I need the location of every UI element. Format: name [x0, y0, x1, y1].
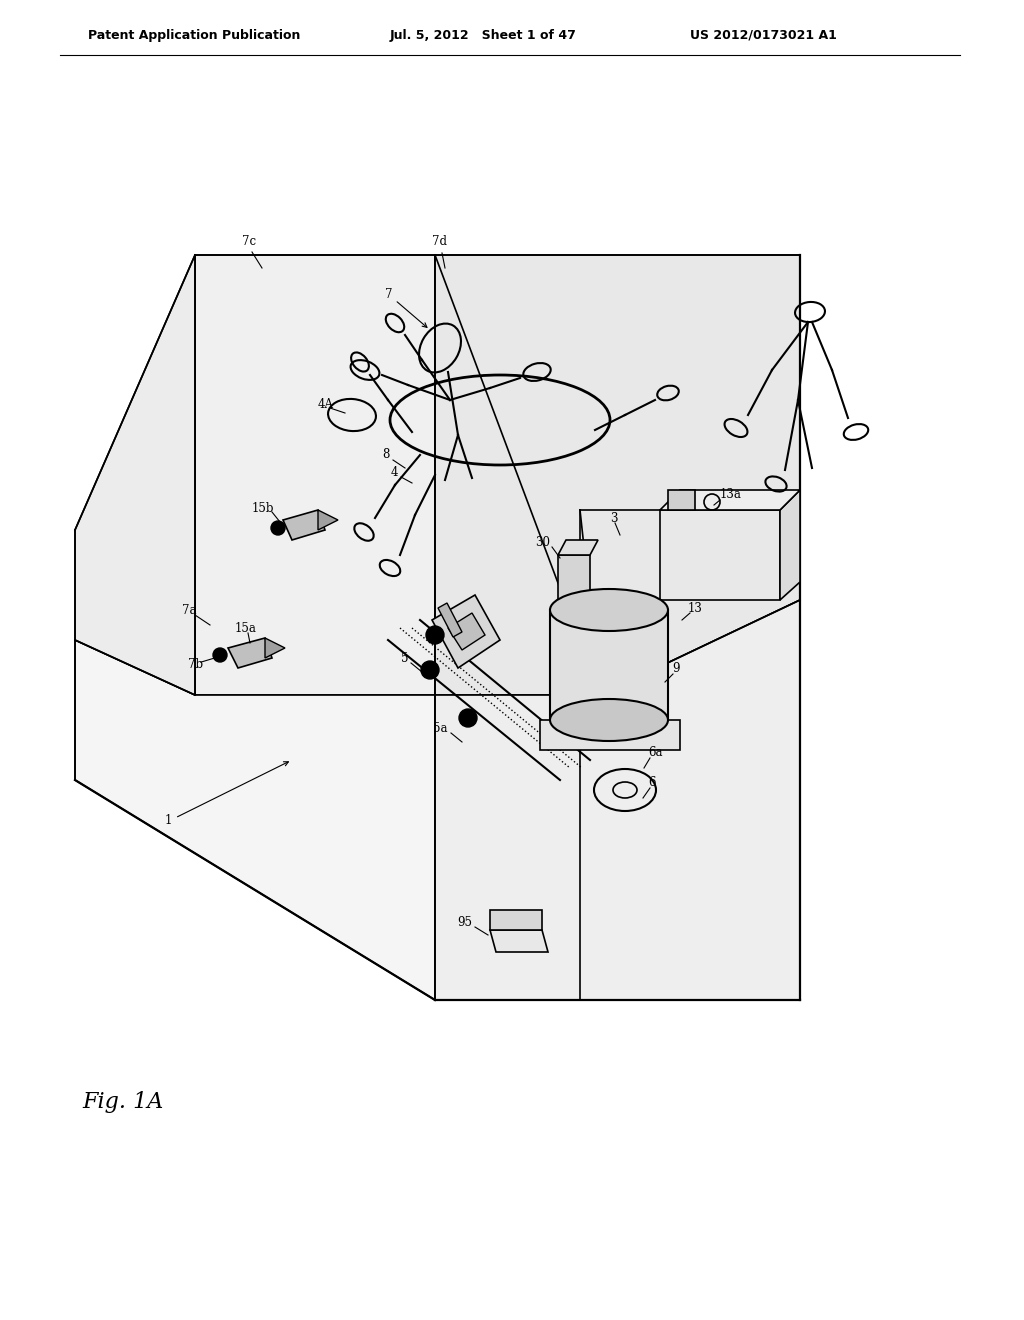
Polygon shape: [438, 603, 462, 638]
Polygon shape: [558, 540, 598, 554]
Text: 15b: 15b: [252, 502, 274, 515]
Text: 7: 7: [385, 289, 392, 301]
Polygon shape: [75, 640, 435, 1001]
Text: 7c: 7c: [242, 235, 256, 248]
Polygon shape: [668, 490, 695, 510]
Text: 3: 3: [610, 511, 617, 524]
Text: 13: 13: [688, 602, 702, 615]
Polygon shape: [540, 719, 680, 750]
Polygon shape: [550, 610, 668, 719]
Text: 1: 1: [165, 813, 172, 826]
Text: 13a: 13a: [720, 488, 741, 502]
Text: 95: 95: [457, 916, 472, 928]
Text: Fig. 1A: Fig. 1A: [82, 1092, 164, 1113]
Polygon shape: [660, 510, 780, 601]
Polygon shape: [265, 638, 285, 657]
Polygon shape: [558, 554, 590, 620]
Polygon shape: [283, 510, 325, 540]
Polygon shape: [780, 490, 800, 601]
Polygon shape: [432, 595, 500, 668]
Text: 7d: 7d: [432, 235, 447, 248]
Polygon shape: [449, 612, 485, 649]
Text: 15a: 15a: [234, 622, 257, 635]
Circle shape: [459, 709, 477, 727]
Text: 7b: 7b: [188, 659, 203, 672]
Polygon shape: [435, 255, 800, 696]
Polygon shape: [228, 638, 272, 668]
Text: 4: 4: [390, 466, 398, 479]
Text: 4A: 4A: [318, 399, 334, 412]
Polygon shape: [490, 909, 542, 931]
Ellipse shape: [550, 700, 668, 741]
Polygon shape: [435, 601, 800, 1001]
Circle shape: [421, 661, 439, 678]
Polygon shape: [195, 255, 435, 696]
Text: 6a: 6a: [648, 746, 663, 759]
Polygon shape: [660, 490, 800, 510]
Text: US 2012/0173021 A1: US 2012/0173021 A1: [690, 29, 837, 41]
Text: 5: 5: [400, 652, 408, 664]
Text: 5a: 5a: [433, 722, 449, 734]
Text: 6: 6: [648, 776, 655, 788]
Text: Patent Application Publication: Patent Application Publication: [88, 29, 300, 41]
Circle shape: [271, 521, 285, 535]
Ellipse shape: [550, 589, 668, 631]
Circle shape: [213, 648, 227, 663]
Text: 7a: 7a: [182, 603, 197, 616]
Text: Jul. 5, 2012   Sheet 1 of 47: Jul. 5, 2012 Sheet 1 of 47: [390, 29, 577, 41]
Text: 30: 30: [535, 536, 550, 549]
Polygon shape: [490, 931, 548, 952]
Polygon shape: [75, 255, 195, 696]
Text: 9: 9: [672, 661, 680, 675]
Polygon shape: [318, 510, 338, 531]
Circle shape: [426, 626, 444, 644]
Text: 8: 8: [383, 449, 390, 462]
